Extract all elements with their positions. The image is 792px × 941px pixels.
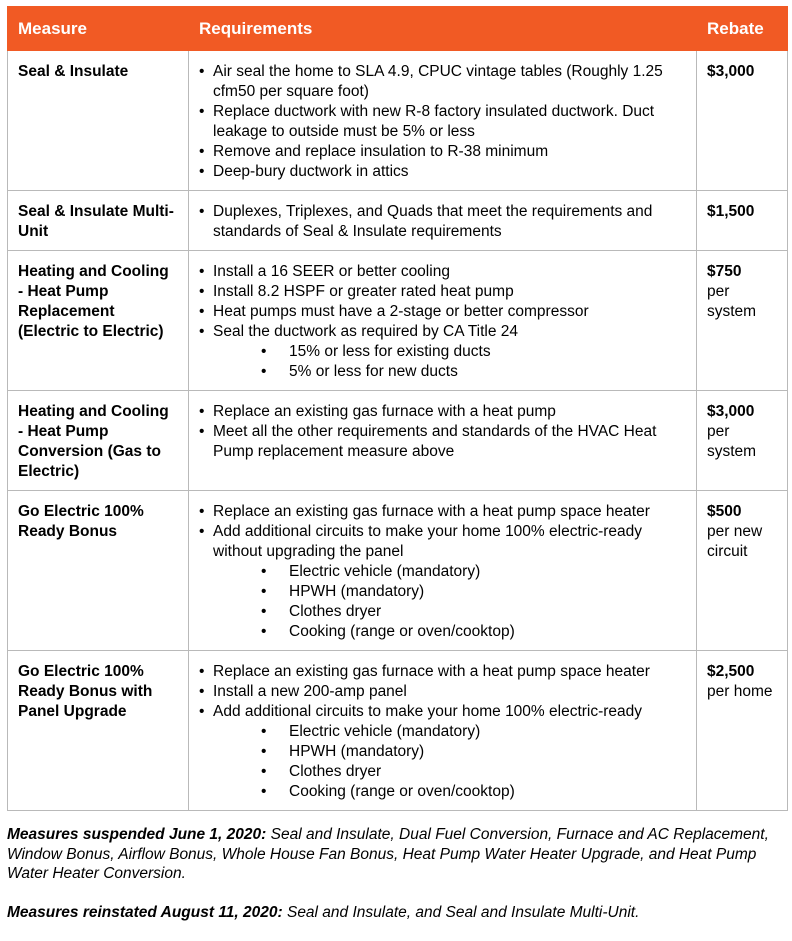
rebate-amount: $1,500 [707, 203, 755, 220]
requirement-item: 5% or less for new ducts [199, 362, 686, 382]
requirement-item: Install a new 200-amp panel [199, 682, 686, 702]
requirement-item: Electric vehicle (mandatory) [199, 722, 686, 742]
requirement-item: Duplexes, Triplexes, and Quads that meet… [199, 202, 686, 242]
table-row: Go Electric 100% Ready Bonus with Panel … [7, 650, 788, 811]
table-row: Seal & Insulate Multi-Unit Duplexes, Tri… [7, 190, 788, 251]
requirements-cell: Duplexes, Triplexes, and Quads that meet… [188, 190, 697, 251]
note: Measures suspended June 1, 2020: Seal an… [7, 825, 777, 884]
rebate-note: per new circuit [707, 523, 763, 560]
rebate-note: per system [707, 283, 757, 320]
measure-cell: Seal & Insulate [7, 50, 189, 191]
measure-cell: Heating and Cooling - Heat Pump Replacem… [7, 250, 189, 391]
measure-cell: Heating and Cooling - Heat Pump Conversi… [7, 390, 189, 491]
table-row: Heating and Cooling - Heat Pump Replacem… [7, 250, 788, 391]
rebate-amount: $2,500 [707, 663, 755, 680]
requirement-item: Deep-bury ductwork in attics [199, 162, 686, 182]
requirements-cell: Replace an existing gas furnace with a h… [188, 650, 697, 811]
table-row: Seal & Insulate Air seal the home to SLA… [7, 50, 788, 191]
requirement-item: Replace an existing gas furnace with a h… [199, 662, 686, 682]
rebate-cell: $2,500 per home [696, 650, 788, 811]
rebate-note: per home [707, 683, 773, 700]
rebate-cell: $500 per new circuit [696, 490, 788, 651]
requirement-item: Replace an existing gas furnace with a h… [199, 502, 686, 522]
table-header: Measure Requirements Rebate [7, 6, 788, 51]
requirement-item: Remove and replace insulation to R-38 mi… [199, 142, 686, 162]
requirements-cell: Install a 16 SEER or better coolingInsta… [188, 250, 697, 391]
requirement-item: HPWH (mandatory) [199, 582, 686, 602]
rebate-amount: $750 [707, 263, 742, 280]
measure-cell: Seal & Insulate Multi-Unit [7, 190, 189, 251]
header-requirements: Requirements [188, 6, 697, 51]
requirement-item: Clothes dryer [199, 602, 686, 622]
requirement-item: HPWH (mandatory) [199, 742, 686, 762]
requirement-item: Install a 16 SEER or better cooling [199, 262, 686, 282]
requirements-cell: Replace an existing gas furnace with a h… [188, 490, 697, 651]
note-text: Seal and Insulate, Dual Fuel Conversion,… [7, 826, 769, 882]
requirements-cell: Replace an existing gas furnace with a h… [188, 390, 697, 491]
measure-cell: Go Electric 100% Ready Bonus with Panel … [7, 650, 189, 811]
requirement-item: Air seal the home to SLA 4.9, CPUC vinta… [199, 62, 686, 102]
header-measure: Measure [7, 6, 189, 51]
requirement-item: Replace an existing gas furnace with a h… [199, 402, 686, 422]
rebate-cell: $3,000 [696, 50, 788, 191]
measure-cell: Go Electric 100% Ready Bonus [7, 490, 189, 651]
requirement-item: Heat pumps must have a 2-stage or better… [199, 302, 686, 322]
requirement-item: Meet all the other requirements and stan… [199, 422, 686, 462]
note-label: Measures suspended June 1, 2020: [7, 826, 267, 843]
rebate-cell: $3,000 per system [696, 390, 788, 491]
rebate-amount: $500 [707, 503, 742, 520]
rebate-table: Measure Requirements Rebate Seal & Insul… [7, 6, 788, 811]
table-row: Heating and Cooling - Heat Pump Conversi… [7, 390, 788, 491]
rebate-cell: $1,500 [696, 190, 788, 251]
note-label: Measures reinstated August 11, 2020: [7, 903, 283, 921]
note: Measures reinstated August 11, 2020: Sea… [7, 903, 777, 923]
requirement-item: Install 8.2 HSPF or greater rated heat p… [199, 282, 686, 302]
requirement-item: Seal the ductwork as required by CA Titl… [199, 322, 686, 342]
rebate-cell: $750 per system [696, 250, 788, 391]
requirement-item: Electric vehicle (mandatory) [199, 562, 686, 582]
note-text: Seal and Insulate, and Seal and Insulate… [282, 903, 640, 921]
requirement-item: 15% or less for existing ducts [199, 342, 686, 362]
requirement-item: Add additional circuits to make your hom… [199, 522, 686, 562]
requirements-cell: Air seal the home to SLA 4.9, CPUC vinta… [188, 50, 697, 191]
notes: Measures suspended June 1, 2020: Seal an… [7, 825, 777, 941]
table-row: Go Electric 100% Ready Bonus Replace an … [7, 490, 788, 651]
requirement-item: Replace ductwork with new R-8 factory in… [199, 102, 686, 142]
header-rebate: Rebate [696, 6, 788, 51]
requirement-item: Clothes dryer [199, 762, 686, 782]
requirement-item: Cooking (range or oven/cooktop) [199, 622, 686, 642]
rebate-amount: $3,000 [707, 63, 755, 80]
rebate-note: per system [707, 423, 757, 460]
requirement-item: Add additional circuits to make your hom… [199, 702, 686, 722]
rebate-amount: $3,000 [707, 403, 755, 420]
requirement-item: Cooking (range or oven/cooktop) [199, 782, 686, 802]
